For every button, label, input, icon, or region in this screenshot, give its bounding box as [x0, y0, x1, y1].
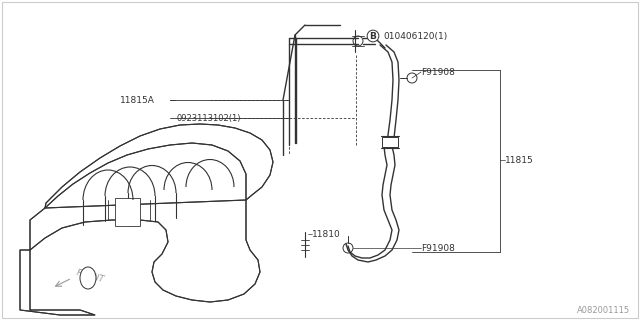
Text: A082001115: A082001115	[577, 306, 630, 315]
Polygon shape	[20, 250, 95, 315]
Polygon shape	[45, 124, 273, 208]
Text: 010406120(1): 010406120(1)	[383, 31, 447, 41]
Text: B: B	[369, 31, 376, 41]
Bar	[382, 137, 398, 147]
Polygon shape	[30, 200, 260, 302]
Text: F91908: F91908	[421, 244, 455, 252]
Text: F91908: F91908	[421, 68, 455, 76]
Text: 11815A: 11815A	[120, 95, 155, 105]
Ellipse shape	[80, 267, 96, 289]
Text: 0923113102(1): 0923113102(1)	[176, 114, 241, 123]
Bar	[115, 198, 140, 226]
Text: 11815: 11815	[505, 156, 534, 164]
Text: 11810: 11810	[312, 229, 340, 238]
Text: FRONT: FRONT	[75, 268, 105, 284]
